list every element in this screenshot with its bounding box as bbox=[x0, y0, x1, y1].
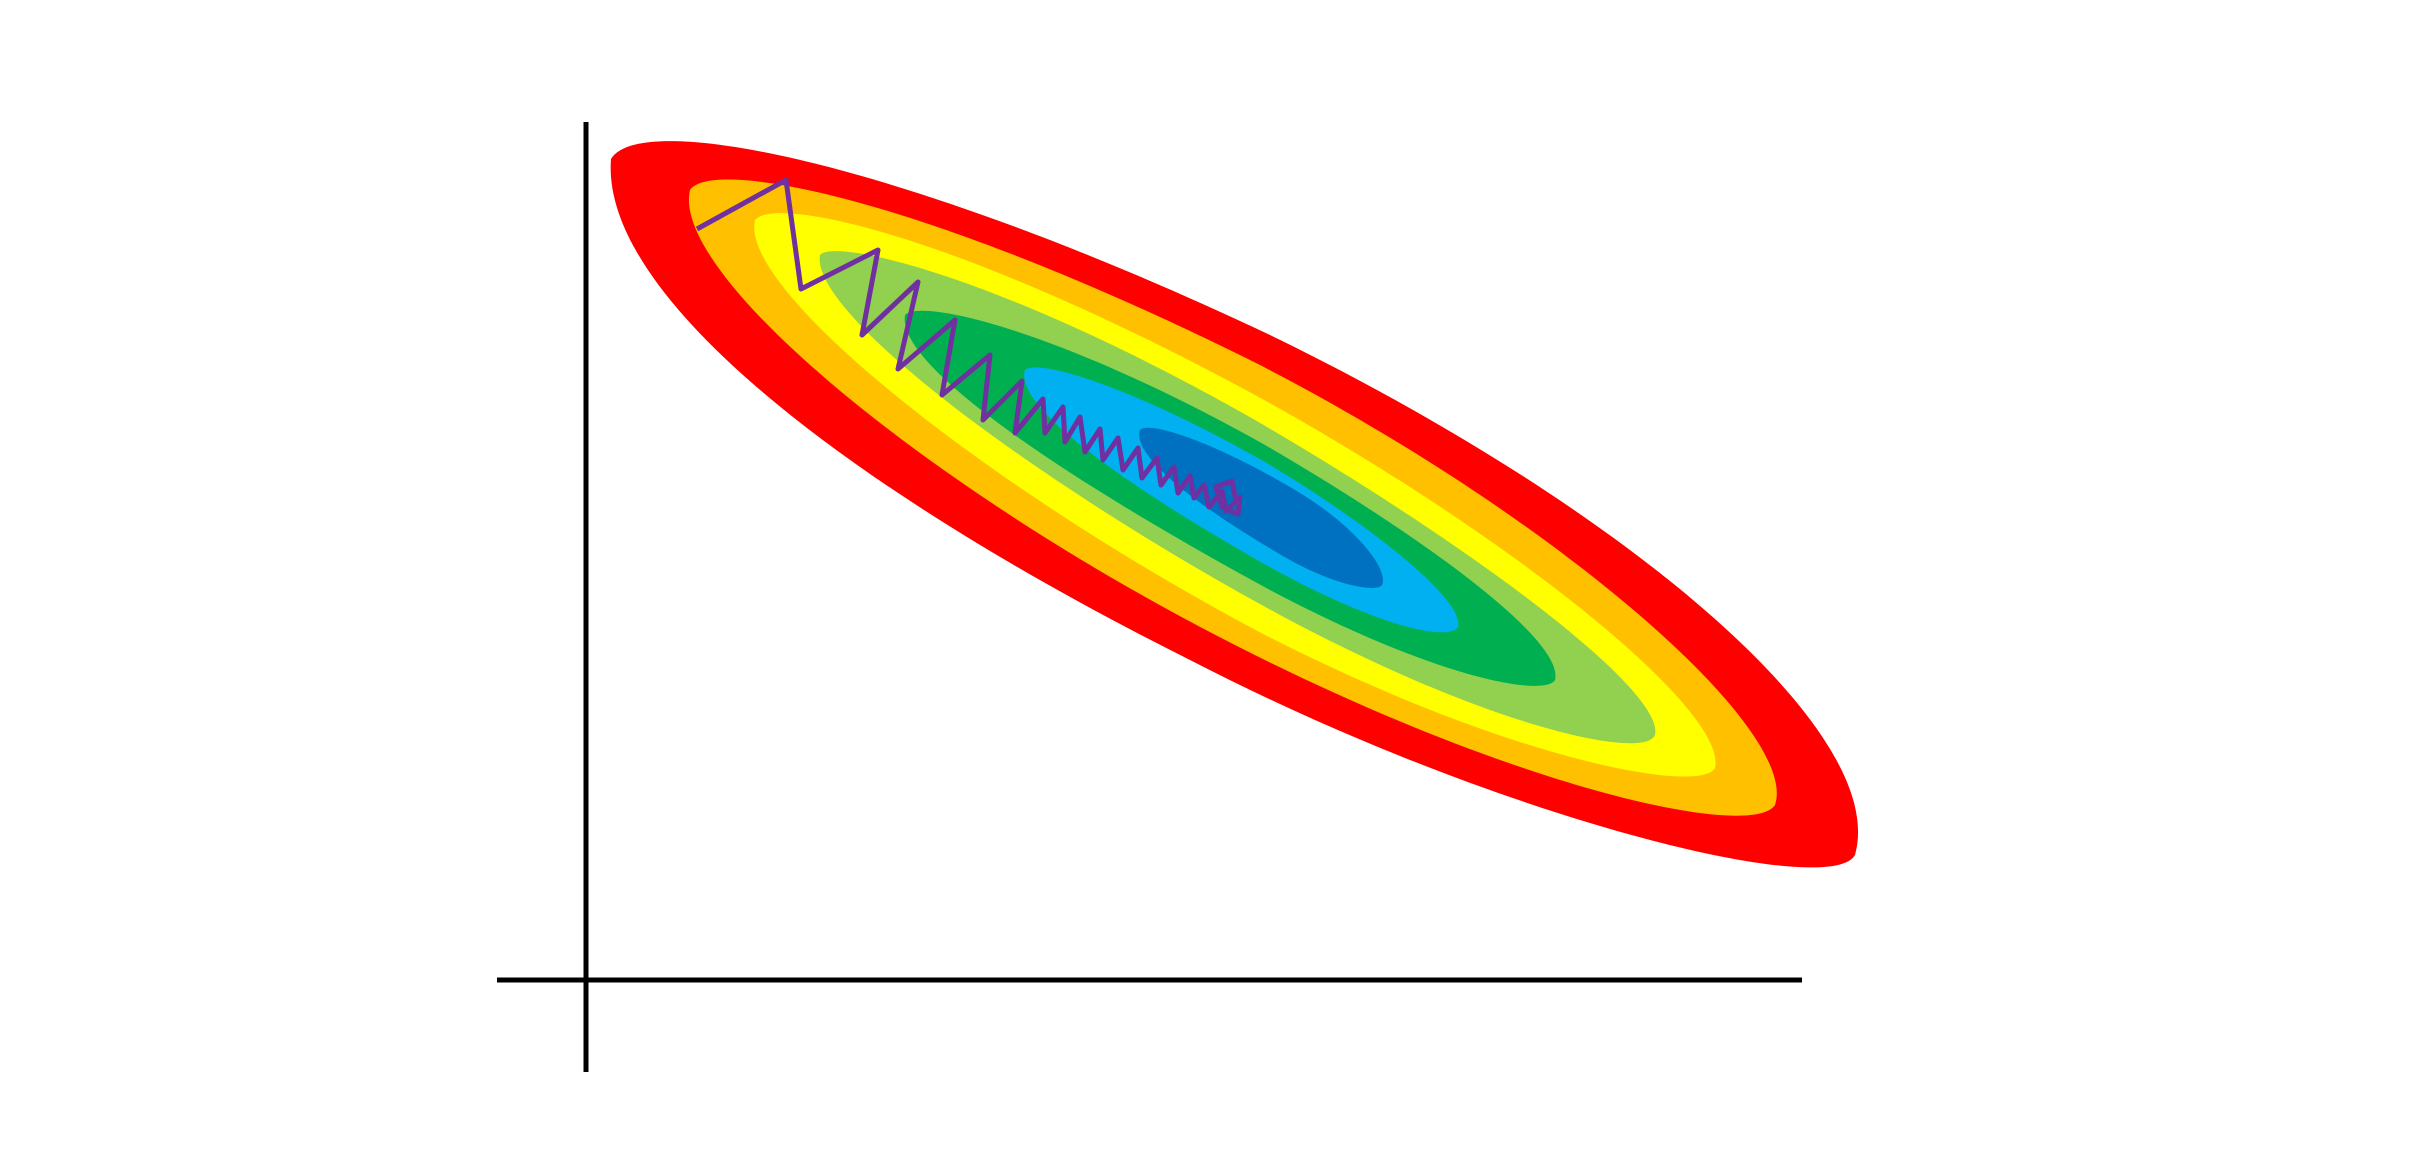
contour-level-7 bbox=[1139, 427, 1384, 588]
axes bbox=[497, 122, 1802, 1072]
descent-path bbox=[695, 177, 1243, 517]
